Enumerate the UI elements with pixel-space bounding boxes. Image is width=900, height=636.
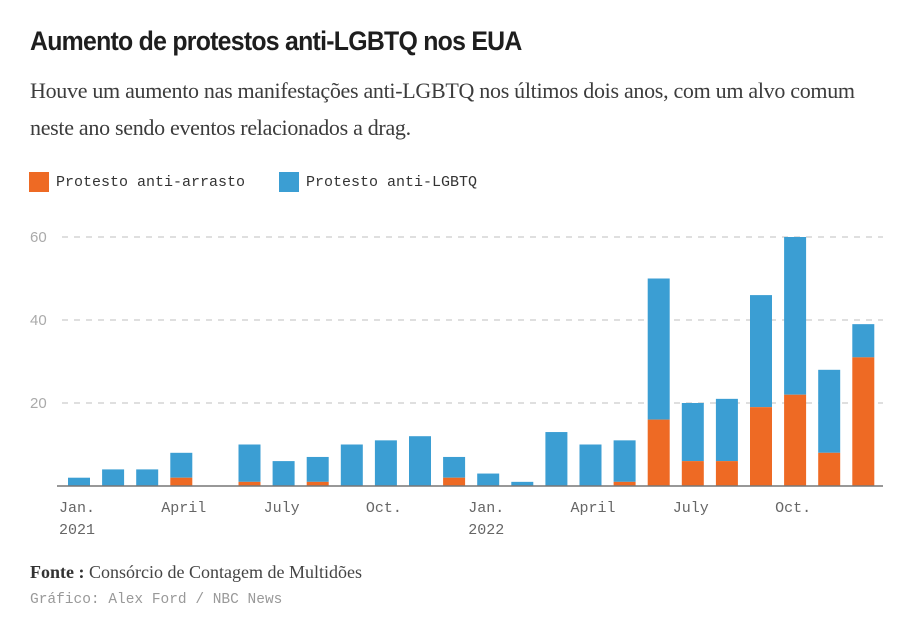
bar-anti-lgbtq — [374, 440, 397, 486]
bar-anti-lgbtq — [511, 481, 534, 486]
legend-item-anti-lgbtq: Protesto anti-LGBTQ — [279, 172, 477, 192]
bar-anti-lgbtq — [306, 456, 329, 482]
x-tick-label: Oct. — [366, 500, 402, 517]
source-label: Fonte : — [30, 562, 85, 582]
bar-anti-lgbtq — [102, 469, 125, 486]
x-tick-year-label: 2022 — [468, 522, 504, 539]
bar-anti-lgbtq — [579, 444, 602, 486]
bar-anti-lgbtq — [715, 398, 738, 462]
x-tick-label: April — [571, 500, 616, 517]
bar-anti-drag — [613, 481, 636, 486]
x-tick-year-label: 2021 — [59, 522, 95, 539]
bar-anti-lgbtq — [784, 237, 807, 395]
source-text: Consórcio de Contagem de Multidões — [88, 562, 362, 582]
x-tick-label: July — [264, 500, 300, 517]
legend: Protesto anti-arrasto Protesto anti-LGBT… — [29, 172, 511, 192]
bar-anti-lgbtq — [477, 473, 500, 486]
y-tick-label: 40 — [30, 312, 47, 329]
bar-anti-lgbtq — [409, 436, 431, 486]
x-tick-label: Jan. — [468, 500, 504, 517]
y-axis-ticks: 20 40 60 — [30, 229, 47, 412]
bar-anti-lgbtq — [545, 432, 568, 486]
bar-anti-drag — [784, 394, 807, 486]
bar-anti-lgbtq — [272, 461, 295, 486]
bar-anti-lgbtq — [750, 295, 772, 408]
bar-anti-drag — [818, 452, 841, 486]
bars — [68, 237, 875, 486]
bar-anti-lgbtq — [340, 444, 363, 486]
bar-anti-drag — [715, 461, 738, 486]
x-tick-label: July — [673, 500, 709, 517]
bar-anti-lgbtq — [647, 278, 670, 420]
gridlines — [62, 236, 883, 404]
y-tick-label: 60 — [30, 229, 47, 246]
bar-anti-lgbtq — [818, 369, 841, 453]
bar-anti-drag — [681, 461, 704, 486]
legend-label-anti-lgbtq: Protesto anti-LGBTQ — [306, 173, 478, 191]
bar-anti-lgbtq — [170, 452, 193, 478]
legend-label-anti-drag: Protesto anti-arrasto — [56, 173, 246, 191]
bar-anti-lgbtq — [681, 403, 704, 462]
bar-anti-drag — [750, 407, 772, 486]
x-tick-label: Oct. — [775, 500, 811, 517]
bar-anti-drag — [306, 481, 329, 486]
bar-anti-lgbtq — [136, 469, 159, 486]
bar-anti-lgbtq — [238, 444, 261, 482]
bar-chart: 20 40 60 Jan. 2021 April July Oct. Jan. 2022 Apri… — [30, 229, 883, 539]
bar-anti-drag — [238, 481, 261, 486]
chart-title: Aumento de protestos anti-LGBTQ nos EUA — [30, 26, 522, 56]
bar-anti-drag — [647, 419, 670, 486]
x-tick-label: Jan. — [59, 500, 95, 517]
x-axis-ticks: Jan. 2021 April July Oct. Jan. 2022 April July Oc… — [59, 500, 811, 539]
chart-subtitle: Houve um aumento nas manifestações anti-… — [30, 78, 855, 140]
bar-anti-lgbtq — [443, 456, 466, 478]
legend-swatch-anti-drag — [29, 172, 49, 192]
bar-anti-lgbtq — [613, 440, 636, 482]
source-line: Fonte : Consórcio de Contagem de Multidõ… — [30, 562, 362, 583]
bar-anti-drag — [170, 477, 193, 486]
bar-anti-lgbtq — [852, 324, 875, 358]
y-tick-label: 20 — [30, 395, 47, 412]
x-tick-label: April — [161, 500, 206, 517]
bar-anti-drag — [443, 477, 466, 486]
bar-anti-lgbtq — [68, 477, 90, 486]
legend-swatch-anti-lgbtq — [279, 172, 300, 192]
bar-anti-drag — [852, 357, 875, 486]
chart-credit: Gráfico: Alex Ford / NBC News — [30, 592, 283, 608]
legend-item-anti-drag: Protesto anti-arrasto — [29, 172, 245, 192]
